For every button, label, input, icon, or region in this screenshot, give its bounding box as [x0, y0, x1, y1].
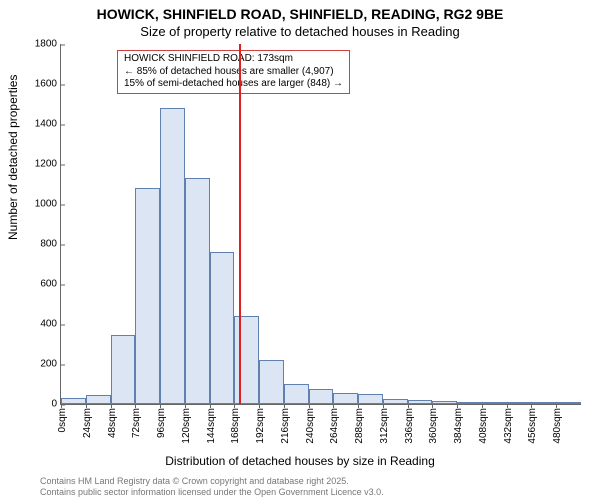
histogram-bar [135, 188, 160, 404]
x-tick-label: 480sqm [552, 404, 563, 444]
x-tick-label: 360sqm [428, 404, 439, 444]
annotation-line: ← 85% of detached houses are smaller (4,… [124, 66, 343, 79]
x-tick-label: 192sqm [255, 404, 266, 444]
y-tick: 400 [40, 319, 61, 330]
x-tick-label: 96sqm [156, 404, 167, 438]
y-tick: 1000 [35, 199, 61, 210]
marker-line [239, 44, 241, 404]
x-tick-label: 144sqm [206, 404, 217, 444]
y-tick: 1600 [35, 79, 61, 90]
histogram-bar [111, 335, 136, 404]
x-tick-label: 48sqm [107, 404, 118, 438]
x-tick-label: 216sqm [280, 404, 291, 444]
histogram-bar [86, 395, 111, 404]
histogram-bar [333, 393, 358, 404]
footer-line-2: Contains public sector information licen… [40, 487, 384, 498]
y-axis-label: Number of detached properties [6, 75, 20, 240]
x-tick-label: 408sqm [478, 404, 489, 444]
y-tick: 1800 [35, 39, 61, 50]
footer-line-1: Contains HM Land Registry data © Crown c… [40, 476, 384, 487]
x-tick-label: 288sqm [354, 404, 365, 444]
histogram-bar [309, 389, 334, 404]
title-line-2: Size of property relative to detached ho… [0, 24, 600, 39]
annotation-line: 15% of semi-detached houses are larger (… [124, 78, 343, 91]
x-tick-label: 264sqm [329, 404, 340, 444]
x-tick-label: 384sqm [453, 404, 464, 444]
x-tick-label: 120sqm [181, 404, 192, 444]
x-tick-label: 456sqm [527, 404, 538, 444]
histogram-bar [234, 316, 259, 404]
histogram-bar [556, 402, 581, 404]
x-tick-label: 240sqm [305, 404, 316, 444]
x-tick-label: 336sqm [404, 404, 415, 444]
plot-area: HOWICK SHINFIELD ROAD: 173sqm← 85% of de… [60, 44, 581, 405]
footer-text: Contains HM Land Registry data © Crown c… [40, 476, 384, 498]
y-tick: 800 [40, 239, 61, 250]
y-tick: 600 [40, 279, 61, 290]
x-tick-label: 168sqm [230, 404, 241, 444]
annotation-box: HOWICK SHINFIELD ROAD: 173sqm← 85% of de… [117, 50, 350, 94]
histogram-bar [160, 108, 185, 404]
chart-container: HOWICK, SHINFIELD ROAD, SHINFIELD, READI… [0, 0, 600, 500]
annotation-line: HOWICK SHINFIELD ROAD: 173sqm [124, 53, 343, 66]
x-tick-label: 432sqm [503, 404, 514, 444]
x-tick-label: 24sqm [82, 404, 93, 438]
histogram-bar [284, 384, 309, 404]
x-tick-label: 72sqm [131, 404, 142, 438]
y-tick: 200 [40, 359, 61, 370]
x-axis-label: Distribution of detached houses by size … [0, 454, 600, 468]
title-line-1: HOWICK, SHINFIELD ROAD, SHINFIELD, READI… [0, 6, 600, 22]
x-tick-label: 312sqm [379, 404, 390, 444]
y-tick: 1400 [35, 119, 61, 130]
x-tick-label: 0sqm [57, 404, 68, 432]
histogram-bar [259, 360, 284, 404]
histogram-bar [210, 252, 235, 404]
histogram-bar [358, 394, 383, 404]
histogram-bar [185, 178, 210, 404]
y-tick: 1200 [35, 159, 61, 170]
